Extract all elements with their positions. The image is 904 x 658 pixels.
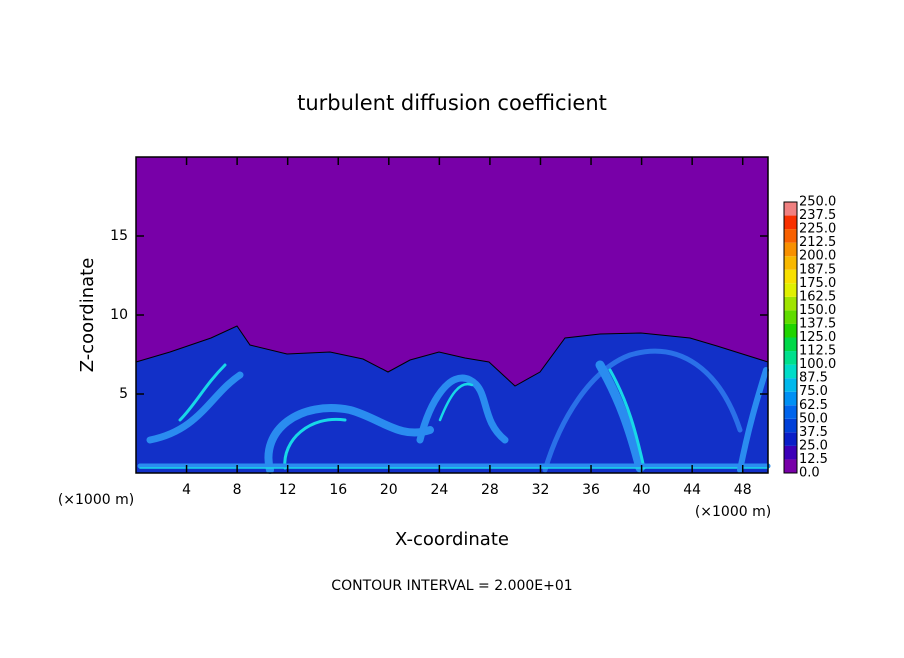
- colorbar-swatch: [784, 364, 797, 379]
- colorbar-label: 175.0: [799, 276, 836, 291]
- colorbar-label: 37.5: [799, 425, 828, 440]
- colorbar-label: 62.5: [799, 398, 828, 413]
- colorbar-swatch: [784, 215, 797, 230]
- x-tick-label: 8: [233, 482, 242, 498]
- colorbar-swatch: [784, 296, 797, 311]
- colorbar-swatch: [784, 229, 797, 243]
- colorbar-swatch: [784, 283, 797, 297]
- colorbar-label: 150.0: [799, 303, 836, 318]
- y-tick-label: 10: [110, 307, 128, 323]
- colorbar-label: 87.5: [799, 371, 828, 386]
- colorbar-swatch: [784, 202, 797, 216]
- x-tick-label: 44: [683, 482, 701, 498]
- x-tick-label: 40: [633, 482, 651, 498]
- colorbar-swatch: [784, 418, 797, 433]
- colorbar-label: 225.0: [799, 222, 836, 237]
- colorbar-label: 162.5: [799, 289, 836, 304]
- x-tick-label: 36: [582, 482, 600, 498]
- x-tick-label: 20: [380, 482, 398, 498]
- colorbar-frame: [783, 201, 798, 474]
- y-axis-title: Z-coordinate: [77, 258, 98, 373]
- x-tick-label: 4: [182, 482, 191, 498]
- colorbar-swatch: [784, 405, 797, 419]
- colorbar-label: 75.0: [799, 384, 828, 399]
- x-tick-label: 48: [734, 482, 752, 498]
- colorbar-swatch: [784, 445, 797, 460]
- colorbar-swatch: [784, 351, 797, 365]
- colorbar-swatch: [784, 432, 797, 446]
- colorbar-label: 237.5: [799, 208, 836, 223]
- colorbar-label: 0.0: [799, 466, 820, 481]
- colorbar-label: 200.0: [799, 249, 836, 264]
- colorbar-swatch: [784, 256, 797, 270]
- x-tick-label: 28: [481, 482, 499, 498]
- colorbar-label: 25.0: [799, 438, 828, 453]
- x-tick-label: 16: [329, 482, 347, 498]
- colorbar-label: 12.5: [799, 452, 828, 467]
- colorbar-swatch: [784, 391, 797, 406]
- x-unit: (×1000 m): [695, 504, 771, 520]
- colorbar-label: 137.5: [799, 316, 836, 331]
- y-unit: (×1000 m): [58, 492, 134, 508]
- field: [135, 156, 771, 474]
- x-tick-label: 24: [430, 482, 448, 498]
- streaks: [137, 348, 771, 474]
- colorbar-label: 212.5: [799, 235, 836, 250]
- colorbar-swatch: [784, 323, 797, 338]
- chart-title: turbulent diffusion coefficient: [297, 91, 607, 115]
- colorbar-swatch: [784, 242, 797, 257]
- colorbar-swatch: [784, 378, 797, 392]
- contour-note: CONTOUR INTERVAL = 2.000E+01: [331, 578, 572, 594]
- colorbar-label: 250.0: [799, 195, 836, 210]
- y-tick-label: 15: [110, 228, 128, 244]
- colorbar-swatch: [784, 337, 797, 352]
- x-tick-label: 32: [532, 482, 550, 498]
- colorbar-label: 187.5: [799, 262, 836, 277]
- colorbar-label: 125.0: [799, 330, 836, 345]
- x-axis-title: X-coordinate: [395, 529, 509, 550]
- colorbar-swatch: [784, 310, 797, 324]
- colorbar-swatch: [784, 459, 797, 473]
- colorbar-label: 50.0: [799, 411, 828, 426]
- colorbar-swatch: [784, 269, 797, 284]
- x-tick-label: 12: [279, 482, 297, 498]
- colorbar-label: 112.5: [799, 344, 836, 359]
- y-tick-label: 5: [119, 386, 128, 402]
- colorbar-label: 100.0: [799, 357, 836, 372]
